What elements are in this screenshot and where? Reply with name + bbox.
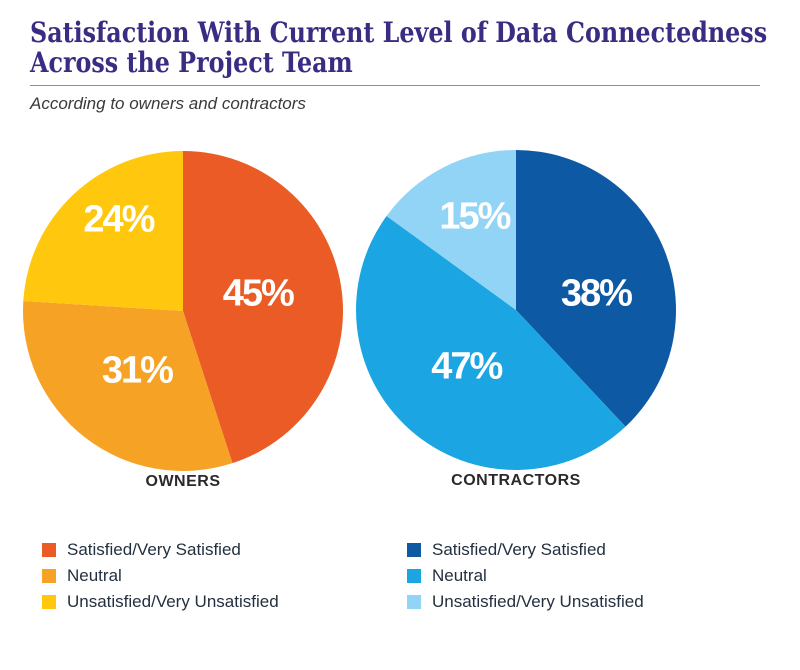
legend-swatch-unsatisfied xyxy=(42,595,56,609)
pie-slice-neutral xyxy=(356,215,626,470)
contractors-caption: CONTRACTORS xyxy=(451,472,581,489)
slice-value-label: 15% xyxy=(439,196,510,238)
pie-slice-neutral xyxy=(23,300,233,471)
legend-swatch-unsatisfied xyxy=(407,595,421,609)
contractors-pie-chart: 38% 47% 15% xyxy=(356,150,676,470)
legend-swatch-satisfied xyxy=(42,543,56,557)
legend-swatch-neutral xyxy=(42,569,56,583)
legend-label: Satisfied/Very Satisfied xyxy=(67,540,241,559)
title-divider xyxy=(30,85,760,86)
contractors-pie-figure: 38% 47% 15% CONTRACTORS xyxy=(346,140,686,489)
title-line-1: Satisfaction With Current Level of Data … xyxy=(30,16,768,49)
contractors-legend: Satisfied/Very Satisfied Neutral Unsatis… xyxy=(407,537,644,615)
slice-value-label: 38% xyxy=(561,273,632,315)
legend-row: Neutral xyxy=(42,563,279,589)
title-line-2: Across the Project Team xyxy=(30,46,353,79)
legend-row: Unsatisfied/Very Unsatisfied xyxy=(42,589,279,615)
legend-label: Unsatisfied/Very Unsatisfied xyxy=(67,592,279,611)
legend-row: Neutral xyxy=(407,563,644,589)
legend-row: Unsatisfied/Very Unsatisfied xyxy=(407,589,644,615)
slice-value-label: 24% xyxy=(83,199,154,241)
owners-caption: OWNERS xyxy=(145,473,221,490)
owners-legend: Satisfied/Very Satisfied Neutral Unsatis… xyxy=(42,537,279,615)
slice-value-label: 47% xyxy=(431,345,502,387)
pie-slice-satisfied xyxy=(516,150,676,427)
legend-row: Satisfied/Very Satisfied xyxy=(407,537,644,563)
chart-subtitle: According to owners and contractors xyxy=(30,94,306,113)
owners-pie-figure: 45% 31% 24% OWNERS xyxy=(13,141,353,490)
legend-row: Satisfied/Very Satisfied xyxy=(42,537,279,563)
legend-label: Satisfied/Very Satisfied xyxy=(432,540,606,559)
legend-label: Neutral xyxy=(432,566,487,585)
slice-value-label: 45% xyxy=(223,273,294,315)
legend-label: Unsatisfied/Very Unsatisfied xyxy=(432,592,644,611)
slice-value-label: 31% xyxy=(102,349,173,391)
legend-label: Neutral xyxy=(67,566,122,585)
owners-pie-chart: 45% 31% 24% xyxy=(23,151,344,471)
legend-swatch-satisfied xyxy=(407,543,421,557)
legend-swatch-neutral xyxy=(407,569,421,583)
pie-slice-unsatisfied xyxy=(386,150,516,310)
pie-slice-unsatisfied xyxy=(23,151,183,311)
pie-slice-satisfied xyxy=(183,151,344,464)
page-title: Satisfaction With Current Level of Data … xyxy=(30,18,800,78)
